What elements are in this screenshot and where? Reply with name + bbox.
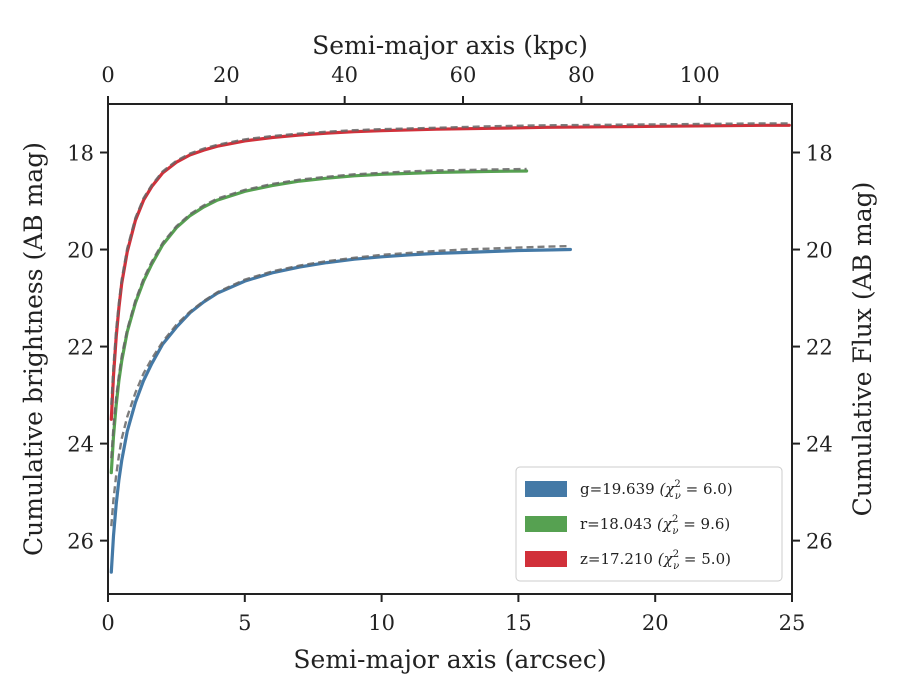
series-line-2	[109, 169, 529, 475]
legend-swatch-2	[525, 516, 567, 532]
y-tick-label: 22	[67, 336, 94, 360]
x-tick-label: 25	[779, 611, 806, 635]
model-line-2	[110, 167, 527, 459]
legend-label-1: g=19.639 (χ2 ν = 6.0)	[580, 479, 733, 502]
series-line-1	[109, 247, 573, 574]
legend: g=19.639 (χ2 ν = 6.0) r=18.043 (χ2 ν = 9.6)…	[515, 466, 783, 582]
legend-swatch-1	[525, 481, 567, 497]
x-axis-label: Semi-major axis (arcsec)	[293, 645, 606, 674]
x-tick-label: 10	[368, 611, 395, 635]
right-y-axis-label: Cumulative Flux (AB mag)	[848, 182, 877, 517]
legend-label-3: z=17.210 (χ2 ν = 5.0)	[580, 549, 731, 572]
x-tick-label: 15	[505, 611, 532, 635]
model-line-3	[110, 122, 790, 405]
ticks-layer: 0 5 10 15 20 25 0 20 40 60 80 100 18 18 20 20 22 22 24 24 26…	[67, 63, 832, 635]
top-x-tick-label: 0	[101, 63, 114, 87]
right-y-tick-label: 22	[806, 336, 833, 360]
x-tick-label: 0	[101, 611, 114, 635]
x-tick-label: 20	[642, 611, 669, 635]
top-x-tick-label: 100	[680, 63, 720, 87]
top-x-tick-label: 60	[450, 63, 477, 87]
y-axis-label: Cumulative brightness (AB mag)	[19, 142, 48, 556]
model-line-1	[110, 244, 571, 527]
x-tick-label: 5	[238, 611, 251, 635]
right-y-tick-label: 18	[806, 142, 833, 166]
legend-label-2: r=18.043 (χ2 ν = 9.6)	[580, 514, 730, 537]
y-tick-label: 18	[67, 142, 94, 166]
right-y-tick-label: 20	[806, 239, 833, 263]
plot-frame	[107, 103, 793, 595]
y-tick-label: 20	[67, 239, 94, 263]
top-x-axis-label: Semi-major axis (kpc)	[312, 31, 588, 60]
top-x-tick-label: 80	[568, 63, 595, 87]
legend-box	[515, 466, 783, 582]
right-y-tick-label: 24	[806, 433, 833, 457]
series-layer	[109, 122, 791, 574]
right-y-tick-label: 26	[806, 530, 833, 554]
legend-swatch-3	[525, 551, 567, 567]
y-tick-label: 24	[67, 433, 94, 457]
top-x-tick-label: 40	[331, 63, 358, 87]
y-tick-label: 26	[67, 530, 94, 554]
top-x-tick-label: 20	[213, 63, 240, 87]
